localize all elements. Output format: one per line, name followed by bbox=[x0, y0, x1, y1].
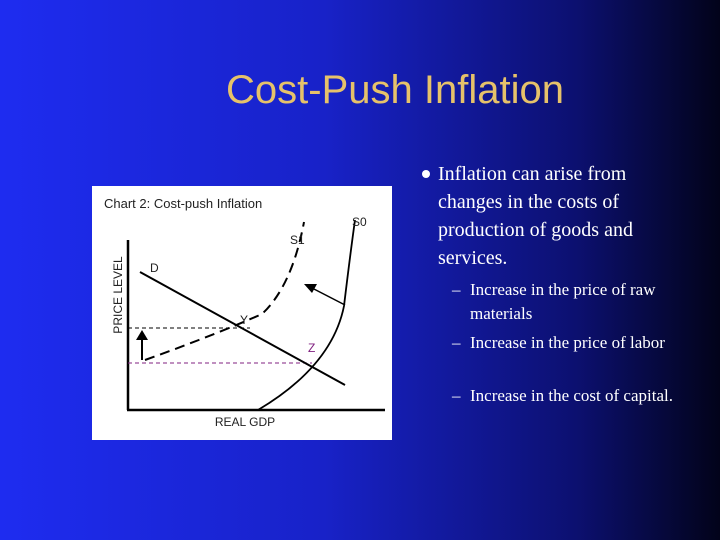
curve-label: D bbox=[150, 261, 159, 275]
bullet-marker bbox=[422, 170, 430, 178]
diagram: Chart 2: Cost-push Inflation PRICE LEVEL… bbox=[92, 186, 392, 440]
arrow bbox=[311, 287, 346, 306]
point-label: Z bbox=[308, 341, 315, 355]
curve-label: S1 bbox=[290, 233, 305, 247]
sub-bullet-text: Increase in the cost of capital. bbox=[470, 386, 673, 405]
curve-label: S0 bbox=[352, 215, 367, 229]
y-axis-label: PRICE LEVEL bbox=[111, 256, 125, 334]
diagram-title: Chart 2: Cost-push Inflation bbox=[104, 196, 262, 211]
sub-bullet-marker: – bbox=[452, 280, 461, 299]
sub-bullet-text: Increase in the price of labor bbox=[470, 333, 665, 352]
point-label: Y bbox=[240, 313, 248, 327]
sub-bullet-marker: – bbox=[452, 333, 461, 352]
x-axis-label: REAL GDP bbox=[215, 415, 275, 429]
sub-bullet-marker: – bbox=[452, 386, 461, 405]
supply-curve-new bbox=[144, 221, 305, 361]
demand-curve bbox=[139, 271, 346, 386]
supply-curve-old bbox=[257, 219, 356, 411]
slide-title: Cost-Push Inflation bbox=[226, 68, 564, 112]
bullet-text: Inflation can arise from changes in the … bbox=[438, 163, 633, 269]
arrow-head bbox=[136, 330, 148, 340]
sub-bullet-text: Increase in the price of raw materials bbox=[470, 280, 656, 323]
arrow-head bbox=[304, 284, 317, 293]
